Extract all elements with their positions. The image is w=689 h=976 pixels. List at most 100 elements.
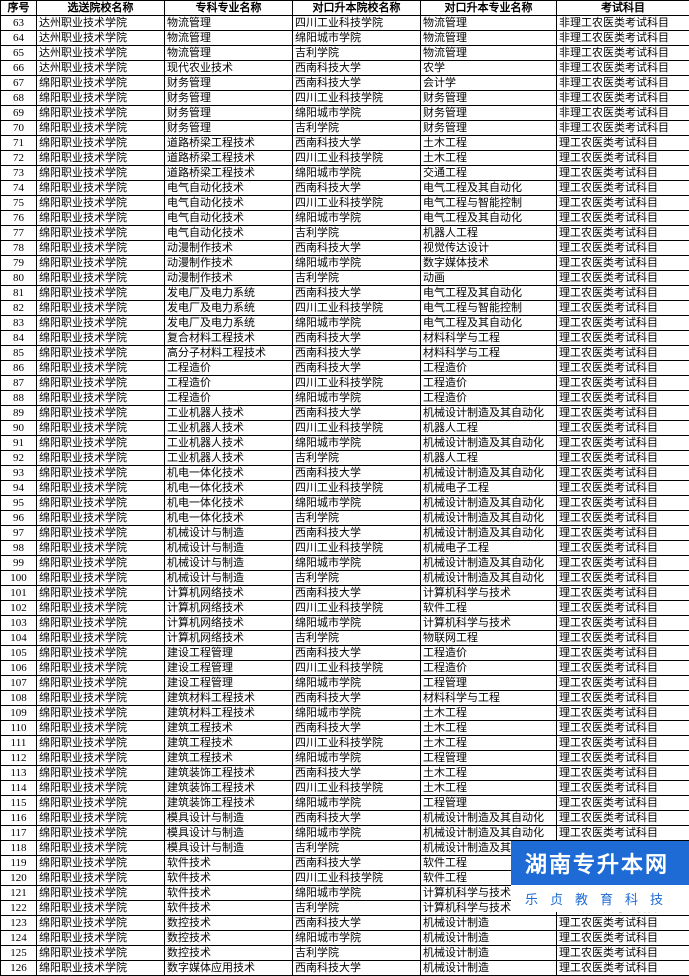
cell: 绵阳职业技术学院 — [37, 766, 165, 781]
cell: 117 — [1, 826, 37, 841]
cell: 理工农医类考试科目 — [557, 661, 689, 676]
table-row: 71绵阳职业技术学院道路桥梁工程技术西南科技大学土木工程理工农医类考试科目 — [1, 136, 689, 151]
table-row: 89绵阳职业技术学院工业机器人技术西南科技大学机械设计制造及其自动化理工农医类考… — [1, 406, 689, 421]
cell: 机器人工程 — [421, 421, 557, 436]
cell: 工程造价 — [165, 361, 293, 376]
cell: 工业机器人技术 — [165, 451, 293, 466]
cell: 发电厂及电力系统 — [165, 316, 293, 331]
table-row: 66达州职业技术学院现代农业技术西南科技大学农学非理工农医类考试科目 — [1, 61, 689, 76]
col-header: 考试科目 — [557, 1, 689, 16]
cell: 绵阳职业技术学院 — [37, 661, 165, 676]
table-row: 124绵阳职业技术学院数控技术绵阳城市学院机械设计制造理工农医类考试科目 — [1, 931, 689, 946]
cell: 绵阳城市学院 — [293, 211, 421, 226]
cell: 电气自动化技术 — [165, 181, 293, 196]
cell: 绵阳职业技术学院 — [37, 121, 165, 136]
cell: 93 — [1, 466, 37, 481]
cell: 西南科技大学 — [293, 136, 421, 151]
cell: 理工农医类考试科目 — [557, 766, 689, 781]
cell: 绵阳城市学院 — [293, 496, 421, 511]
table-row: 83绵阳职业技术学院发电厂及电力系统绵阳城市学院电气工程及其自动化理工农医类考试… — [1, 316, 689, 331]
cell: 西南科技大学 — [293, 916, 421, 931]
cell: 122 — [1, 901, 37, 916]
cell: 理工农医类考试科目 — [557, 421, 689, 436]
col-header: 对口升本专业名称 — [421, 1, 557, 16]
cell: 财务管理 — [421, 106, 557, 121]
cell: 理工农医类考试科目 — [557, 916, 689, 931]
cell: 达州职业技术学院 — [37, 46, 165, 61]
table-row: 63达州职业技术学院物流管理四川工业科技学院物流管理非理工农医类考试科目 — [1, 16, 689, 31]
cell: 数字媒体技术 — [421, 256, 557, 271]
cell: 理工农医类考试科目 — [557, 481, 689, 496]
cell: 71 — [1, 136, 37, 151]
cell: 绵阳职业技术学院 — [37, 856, 165, 871]
cell: 理工农医类考试科目 — [557, 271, 689, 286]
cell: 理工农医类考试科目 — [557, 361, 689, 376]
cell: 机械设计与制造 — [165, 556, 293, 571]
cell: 绵阳职业技术学院 — [37, 736, 165, 751]
cell: 理工农医类考试科目 — [557, 946, 689, 961]
cell: 建设工程管理 — [165, 646, 293, 661]
cell: 绵阳城市学院 — [293, 931, 421, 946]
cell: 机电一体化技术 — [165, 481, 293, 496]
table-row: 78绵阳职业技术学院动漫制作技术西南科技大学视觉传达设计理工农医类考试科目 — [1, 241, 689, 256]
cell: 绵阳职业技术学院 — [37, 706, 165, 721]
cell: 绵阳职业技术学院 — [37, 436, 165, 451]
cell: 建筑材料工程技术 — [165, 706, 293, 721]
cell: 吉利学院 — [293, 271, 421, 286]
cell: 理工农医类考试科目 — [557, 256, 689, 271]
cell: 绵阳职业技术学院 — [37, 511, 165, 526]
cell: 绵阳职业技术学院 — [37, 361, 165, 376]
cell: 物流管理 — [421, 31, 557, 46]
cell: 92 — [1, 451, 37, 466]
cell: 四川工业科技学院 — [293, 301, 421, 316]
col-header: 专科专业名称 — [165, 1, 293, 16]
table-row: 86绵阳职业技术学院工程造价西南科技大学工程造价理工农医类考试科目 — [1, 361, 689, 376]
table-row: 109绵阳职业技术学院建筑材料工程技术绵阳城市学院土木工程理工农医类考试科目 — [1, 706, 689, 721]
cell: 机械设计制造及其自动化 — [421, 511, 557, 526]
table-row: 69绵阳职业技术学院财务管理绵阳城市学院财务管理非理工农医类考试科目 — [1, 106, 689, 121]
cell: 理工农医类考试科目 — [557, 331, 689, 346]
cell: 吉利学院 — [293, 46, 421, 61]
table-row: 92绵阳职业技术学院工业机器人技术吉利学院机器人工程理工农医类考试科目 — [1, 451, 689, 466]
cell: 四川工业科技学院 — [293, 91, 421, 106]
cell: 西南科技大学 — [293, 646, 421, 661]
cell: 机电一体化技术 — [165, 511, 293, 526]
cell: 绵阳城市学院 — [293, 751, 421, 766]
cell: 绵阳职业技术学院 — [37, 151, 165, 166]
cell: 绵阳职业技术学院 — [37, 451, 165, 466]
cell: 工程造价 — [421, 391, 557, 406]
cell: 理工农医类考试科目 — [557, 931, 689, 946]
table-row: 116绵阳职业技术学院模具设计与制造西南科技大学机械设计制造及其自动化理工农医类… — [1, 811, 689, 826]
cell: 软件工程 — [421, 601, 557, 616]
cell: 四川工业科技学院 — [293, 16, 421, 31]
cell: 现代农业技术 — [165, 61, 293, 76]
cell: 计算机网络技术 — [165, 631, 293, 646]
cell: 绵阳城市学院 — [293, 706, 421, 721]
table-row: 102绵阳职业技术学院计算机网络技术四川工业科技学院软件工程理工农医类考试科目 — [1, 601, 689, 616]
cell: 建筑装饰工程技术 — [165, 796, 293, 811]
cell: 理工农医类考试科目 — [557, 406, 689, 421]
cell: 非理工农医类考试科目 — [557, 76, 689, 91]
cell: 绵阳职业技术学院 — [37, 391, 165, 406]
table-row: 91绵阳职业技术学院工业机器人技术绵阳城市学院机械设计制造及其自动化理工农医类考… — [1, 436, 689, 451]
cell: 113 — [1, 766, 37, 781]
cell: 机械设计制造 — [421, 961, 557, 976]
cell: 工业机器人技术 — [165, 436, 293, 451]
cell: 计算机网络技术 — [165, 616, 293, 631]
cell: 机械设计制造及其自动化 — [421, 826, 557, 841]
cell: 土木工程 — [421, 781, 557, 796]
cell: 数控技术 — [165, 916, 293, 931]
cell: 计算机网络技术 — [165, 586, 293, 601]
cell: 绵阳城市学院 — [293, 316, 421, 331]
cell: 四川工业科技学院 — [293, 541, 421, 556]
cell: 99 — [1, 556, 37, 571]
cell: 82 — [1, 301, 37, 316]
cell: 会计学 — [421, 76, 557, 91]
table-row: 123绵阳职业技术学院数控技术西南科技大学机械设计制造理工农医类考试科目 — [1, 916, 689, 931]
cell: 财务管理 — [165, 106, 293, 121]
cell: 110 — [1, 721, 37, 736]
cell: 机械设计制造及其自动化 — [421, 496, 557, 511]
table-row: 97绵阳职业技术学院机械设计与制造西南科技大学机械设计制造及其自动化理工农医类考… — [1, 526, 689, 541]
table-row: 70绵阳职业技术学院财务管理吉利学院财务管理非理工农医类考试科目 — [1, 121, 689, 136]
table-row: 111绵阳职业技术学院建筑工程技术四川工业科技学院土木工程理工农医类考试科目 — [1, 736, 689, 751]
